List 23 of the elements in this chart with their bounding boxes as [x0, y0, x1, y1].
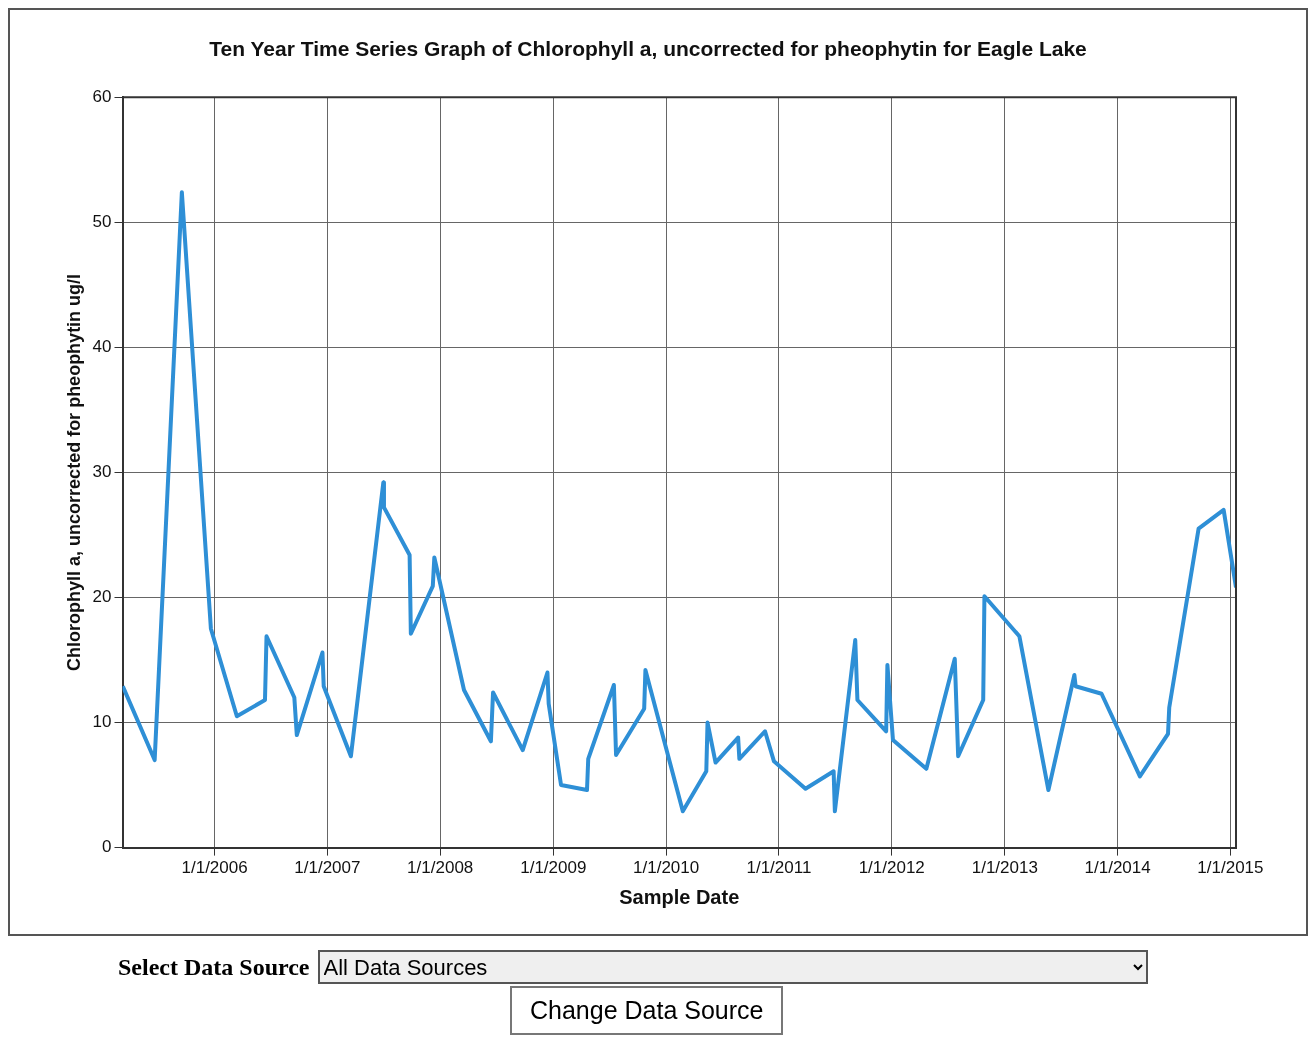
x-tick-label: 1/1/2012 [858, 858, 925, 878]
text: Select Data Source [118, 953, 310, 981]
x-tick-label: 1/1/2015 [1197, 858, 1264, 878]
y-tick-label: 50 [92, 211, 112, 231]
x-tick-label: 1/1/2010 [633, 858, 700, 878]
text: All Data Sources [317, 950, 1148, 984]
y-tick-label: 10 [92, 712, 112, 732]
x-tick-label: 1/1/2009 [520, 858, 587, 878]
x-tick-label: 1/1/2008 [407, 858, 474, 878]
x-tick-label: 1/1/2013 [971, 858, 1038, 878]
x-axis-title: Sample Date [619, 885, 740, 908]
x-tick-label: 1/1/2006 [181, 858, 248, 878]
x-tick-label: 1/1/2014 [1084, 858, 1151, 878]
y-tick-label: 40 [92, 337, 112, 357]
chart-title: Ten Year Time Series Graph of Chlorophyll a, uncorrected for pheophytin for Eagle Lake [209, 37, 1087, 61]
x-tick-label: 1/1/2011 [746, 858, 812, 878]
x-tick-label: 1/1/2007 [294, 858, 361, 878]
y-tick-label: 0 [102, 837, 112, 857]
y-tick-label: 60 [92, 86, 112, 106]
y-tick-label: 30 [92, 462, 112, 482]
y-axis-title: Chlorophyll a, uncorrected for pheophytin ug/l [63, 273, 84, 671]
y-tick-label: 20 [92, 587, 112, 607]
text: Change Data Source [510, 986, 784, 1035]
